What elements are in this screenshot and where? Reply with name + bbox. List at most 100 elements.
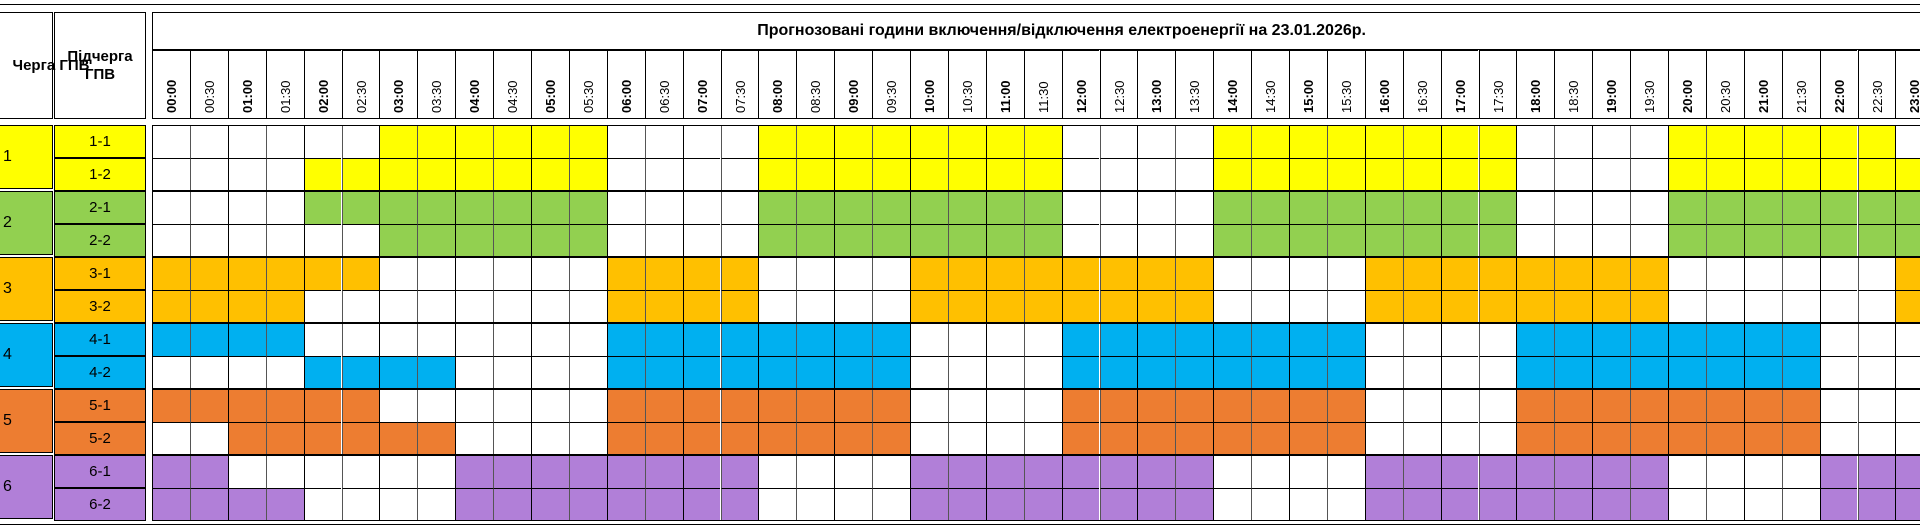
outage-slot-cell — [455, 224, 494, 257]
outage-slot-cell — [1175, 356, 1214, 389]
outage-slot-cell — [455, 455, 494, 488]
power-on-slot-cell — [1099, 224, 1138, 257]
outage-slot-cell — [1592, 488, 1631, 521]
power-on-slot-cell — [796, 455, 835, 488]
power-on-slot-cell — [1857, 290, 1896, 323]
outage-slot-cell — [985, 257, 1024, 290]
time-slot-header-cell — [1251, 50, 1289, 119]
outage-slot-cell — [1705, 422, 1744, 455]
subqueue-label: 2-1 — [89, 198, 111, 216]
outage-slot-cell — [568, 158, 607, 191]
outage-slot-cell — [303, 257, 342, 290]
time-slot-header-cell — [1175, 50, 1214, 119]
subqueue-cell: 4-1 — [54, 323, 146, 356]
outage-slot-cell — [872, 356, 910, 389]
subqueue-cell: 1-1 — [54, 125, 146, 158]
subqueue-cell: 3-1 — [54, 257, 146, 290]
outage-slot-cell — [1705, 323, 1744, 356]
outage-slot-cell — [303, 422, 342, 455]
outage-slot-cell — [1554, 257, 1593, 290]
outage-slot-cell — [1440, 455, 1479, 488]
outage-slot-cell — [1440, 488, 1479, 521]
outage-slot-cell — [1554, 389, 1593, 422]
outage-slot-cell — [1516, 455, 1555, 488]
power-on-slot-cell — [1099, 191, 1138, 224]
outage-slot-cell — [1592, 323, 1631, 356]
outage-slot-cell — [227, 290, 266, 323]
outage-slot-cell — [1289, 224, 1327, 257]
outage-slot-cell — [1213, 125, 1252, 158]
outage-slot-cell — [1364, 257, 1403, 290]
outage-slot-cell — [1251, 224, 1289, 257]
subqueue-label: 6-1 — [89, 462, 111, 480]
time-slot-header-cell — [872, 50, 910, 119]
queue-cell: 5 — [0, 389, 53, 453]
outage-slot-cell — [1213, 191, 1252, 224]
power-on-slot-cell — [1819, 257, 1858, 290]
outage-slot-cell — [1364, 191, 1403, 224]
power-on-slot-cell — [644, 125, 683, 158]
outage-slot-cell — [796, 389, 835, 422]
outage-slot-cell — [644, 488, 683, 521]
power-on-slot-cell — [417, 323, 456, 356]
outage-slot-cell — [1819, 125, 1858, 158]
power-on-slot-cell — [493, 290, 531, 323]
group-grid-frame — [152, 191, 1920, 257]
outage-slot-cell — [1668, 389, 1706, 422]
time-slot-header-cell — [1705, 50, 1744, 119]
queue-cell: 3 — [0, 257, 53, 321]
power-on-slot-cell — [265, 356, 304, 389]
outage-slot-cell — [1061, 356, 1100, 389]
outage-slot-cell — [1478, 290, 1517, 323]
subqueue-cell: 6-2 — [54, 488, 146, 521]
power-on-slot-cell — [606, 158, 645, 191]
power-on-slot-cell — [1668, 455, 1706, 488]
power-on-slot-cell — [985, 422, 1024, 455]
time-slot-header-cell — [682, 50, 721, 119]
time-slot-header-cell — [1478, 50, 1517, 119]
power-on-slot-cell — [644, 224, 683, 257]
power-on-slot-cell — [682, 191, 721, 224]
power-on-slot-cell — [1061, 224, 1100, 257]
outage-slot-cell — [1099, 290, 1138, 323]
outage-slot-cell — [1630, 290, 1668, 323]
time-slot-header-cell — [455, 50, 494, 119]
time-slot-header-cell — [947, 50, 986, 119]
power-on-slot-cell — [1478, 389, 1517, 422]
power-on-slot-cell — [455, 257, 494, 290]
time-slot-header-cell — [303, 50, 342, 119]
power-on-slot-cell — [1137, 125, 1176, 158]
outage-slot-cell — [1668, 191, 1706, 224]
outage-slot-cell — [1137, 356, 1176, 389]
group-grid-frame — [152, 323, 1920, 389]
power-on-slot-cell — [720, 125, 759, 158]
outage-slot-cell — [758, 422, 797, 455]
power-on-slot-cell — [1554, 158, 1593, 191]
outage-slot-cell — [682, 290, 721, 323]
outage-slot-cell — [1175, 290, 1214, 323]
power-on-slot-cell — [379, 488, 418, 521]
subqueue-label: 6-2 — [89, 495, 111, 513]
outage-slot-cell — [682, 422, 721, 455]
subqueue-label: 3-1 — [89, 264, 111, 282]
outage-slot-cell — [568, 455, 607, 488]
subqueue-cell: 1-2 — [54, 158, 146, 191]
group-grid-frame — [152, 389, 1920, 455]
outage-slot-cell — [1743, 422, 1782, 455]
time-slot-header-cell — [1857, 50, 1896, 119]
power-on-slot-cell — [1554, 224, 1593, 257]
power-on-slot-cell — [947, 356, 986, 389]
time-slot-header-cell — [644, 50, 683, 119]
outage-slot-cell — [1630, 488, 1668, 521]
outage-slot-cell — [644, 257, 683, 290]
subqueue-cell: 2-1 — [54, 191, 146, 224]
outage-slot-cell — [758, 191, 797, 224]
outage-slot-cell — [644, 323, 683, 356]
queue-label: 5 — [3, 412, 12, 429]
subqueue-label: 3-2 — [89, 297, 111, 315]
queue-cell: 1 — [0, 125, 53, 189]
outage-slot-cell — [227, 422, 266, 455]
subqueue-label: 4-2 — [89, 363, 111, 381]
power-on-slot-cell — [1781, 455, 1820, 488]
